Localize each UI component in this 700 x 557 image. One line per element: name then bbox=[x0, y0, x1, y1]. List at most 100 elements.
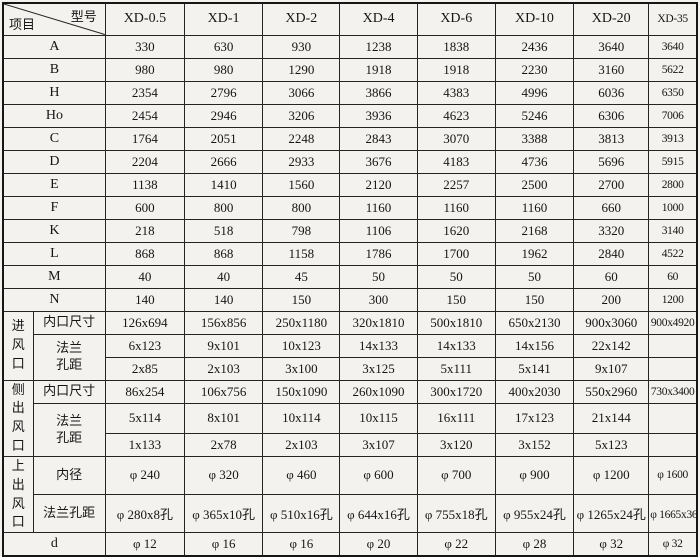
value-cell: 900x3060 bbox=[573, 310, 650, 335]
value-cell: 5x111 bbox=[416, 356, 496, 381]
value-cell: φ 1200 bbox=[573, 455, 650, 496]
value-cell: 5x114 bbox=[104, 402, 186, 434]
value-cell: 980 bbox=[183, 57, 264, 82]
value-cell: 7006 bbox=[648, 103, 698, 128]
value-cell: 1700 bbox=[416, 241, 496, 266]
value-cell: 1160 bbox=[339, 195, 418, 220]
value-cell: φ 320 bbox=[183, 455, 264, 496]
table-row: M 40 40 45 50 50 50 60 60 bbox=[2, 264, 698, 289]
value-cell: 106x756 bbox=[183, 379, 264, 404]
table-row: D 2204 2666 2933 3676 4183 4736 5696 5915 bbox=[2, 149, 698, 174]
value-cell: 3320 bbox=[573, 218, 650, 243]
value-cell: 2120 bbox=[339, 172, 418, 197]
value-cell: 5x123 bbox=[573, 432, 650, 457]
value-cell: 260x1090 bbox=[339, 379, 418, 404]
value-cell: 630 bbox=[183, 34, 264, 59]
table-row: F 600 800 800 1160 1160 1160 660 1000 bbox=[2, 195, 698, 220]
value-cell: 156x856 bbox=[183, 310, 264, 335]
value-cell: 330 bbox=[104, 34, 186, 59]
value-cell: 800 bbox=[183, 195, 264, 220]
value-cell: 4183 bbox=[416, 149, 496, 174]
value-cell: 868 bbox=[183, 241, 264, 266]
value-cell: 140 bbox=[183, 287, 264, 312]
value-cell: 2666 bbox=[183, 149, 264, 174]
value-cell: 2168 bbox=[494, 218, 575, 243]
value-cell: 1238 bbox=[339, 34, 418, 59]
value-cell: 5915 bbox=[648, 149, 698, 174]
row-label: C bbox=[2, 126, 106, 151]
value-cell: 900x4920 bbox=[648, 310, 698, 335]
value-cell: 2436 bbox=[494, 34, 575, 59]
value-cell bbox=[648, 356, 698, 381]
table-row: B 980 980 1290 1918 1918 2230 3160 5622 bbox=[2, 57, 698, 82]
value-cell: 150 bbox=[494, 287, 575, 312]
table-row: 法兰 孔距 6x123 9x101 10x123 14x133 14x133 14x156 22… bbox=[3, 333, 698, 381]
value-cell: φ 1665x36孔 bbox=[648, 494, 698, 534]
row-label: L bbox=[2, 241, 106, 266]
value-cell: φ 900 bbox=[494, 455, 575, 496]
value-cell: 2x103 bbox=[183, 356, 264, 381]
value-cell: 60 bbox=[573, 264, 650, 289]
table-row: 法兰 孔距 5x114 8x101 10x114 10x115 16x111 17x123 21… bbox=[3, 402, 698, 457]
value-cell: 2257 bbox=[416, 172, 496, 197]
value-cell: 1106 bbox=[339, 218, 418, 243]
value-cell: 50 bbox=[339, 264, 418, 289]
value-cell: 22x142 bbox=[573, 333, 650, 358]
value-cell: 2051 bbox=[183, 126, 264, 151]
value-cell: 6x123 bbox=[104, 333, 186, 358]
corner-label-item: 项目 bbox=[9, 16, 36, 32]
row-label: K bbox=[2, 218, 106, 243]
value-cell: 10x114 bbox=[262, 402, 341, 434]
value-cell: 3813 bbox=[573, 126, 650, 151]
row-label: H bbox=[2, 80, 106, 105]
value-cell: 3160 bbox=[573, 57, 650, 82]
row-sublabel: 内口尺寸 bbox=[32, 379, 106, 404]
value-cell: 126x694 bbox=[104, 310, 186, 335]
value-cell: 500x1810 bbox=[416, 310, 496, 335]
value-cell: 4383 bbox=[416, 80, 496, 105]
value-cell: 3676 bbox=[339, 149, 418, 174]
value-cell: 3140 bbox=[648, 218, 698, 243]
value-cell: 2946 bbox=[183, 103, 264, 128]
value-cell: φ 28 bbox=[494, 532, 575, 557]
value-cell: 9x101 bbox=[183, 333, 264, 358]
column-header: XD-6 bbox=[416, 2, 496, 36]
value-cell: 300x1720 bbox=[416, 379, 496, 404]
value-cell: 2500 bbox=[494, 172, 575, 197]
value-cell: 2933 bbox=[262, 149, 341, 174]
table-row: 法兰孔距 φ 280x8孔 φ 365x10孔 φ 510x16孔 φ 644x16孔 φ… bbox=[3, 494, 698, 534]
value-cell: φ 16 bbox=[262, 532, 341, 557]
value-cell bbox=[648, 432, 698, 457]
value-cell: 4736 bbox=[494, 149, 575, 174]
value-cell: 50 bbox=[494, 264, 575, 289]
value-cell: φ 32 bbox=[648, 532, 698, 557]
value-cell: φ 600 bbox=[339, 455, 418, 496]
table-header: 型号 项目 XD-0.5 XD-1 XD-2 XD-4 XD-6 XD-10 XD-20 XD-3… bbox=[2, 2, 698, 36]
column-header: XD-0.5 bbox=[104, 2, 186, 36]
value-cell: 3x125 bbox=[339, 356, 418, 381]
value-cell: 3066 bbox=[262, 80, 341, 105]
table-row: 2x85 2x103 3x100 3x125 5x111 5x141 9x107 bbox=[3, 356, 698, 381]
value-cell: 21x144 bbox=[573, 402, 650, 434]
table-row: 进风口内口尺寸 126x694 156x856 250x1180 320x1810 500… bbox=[2, 310, 698, 381]
table-row: 侧出风口内口尺寸 86x254 106x756 150x1090 260x1090 300… bbox=[2, 379, 698, 457]
group-label: 上出 风口 bbox=[2, 455, 34, 534]
value-cell: φ 16 bbox=[183, 532, 264, 557]
value-cell: 10x115 bbox=[339, 402, 418, 434]
value-cell: φ 12 bbox=[104, 532, 186, 557]
value-cell: φ 700 bbox=[416, 455, 496, 496]
value-cell: 14x133 bbox=[339, 333, 418, 358]
value-cell: 4623 bbox=[416, 103, 496, 128]
value-cell: 1160 bbox=[494, 195, 575, 220]
value-cell bbox=[648, 402, 698, 434]
value-cell: 3x100 bbox=[262, 356, 341, 381]
diagonal-divider-line bbox=[4, 4, 105, 35]
value-cell: 1410 bbox=[183, 172, 264, 197]
value-cell: 1158 bbox=[262, 241, 341, 266]
column-header: XD-35 bbox=[648, 2, 698, 36]
row-label: Ho bbox=[2, 103, 106, 128]
value-cell: 2843 bbox=[339, 126, 418, 151]
row-label: A bbox=[2, 34, 106, 59]
value-cell: 1962 bbox=[494, 241, 575, 266]
row-label: B bbox=[2, 57, 106, 82]
